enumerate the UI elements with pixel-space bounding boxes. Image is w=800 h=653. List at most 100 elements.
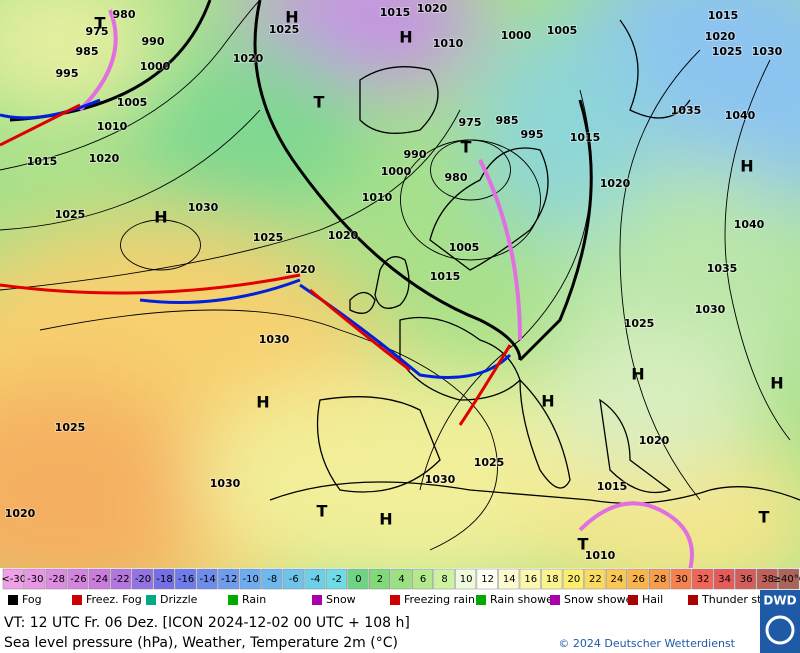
isobar-label: 1015 [570, 131, 601, 144]
colorbar-cell [24, 568, 46, 590]
colorbar-cell [67, 568, 89, 590]
colorbar-label: 30 [675, 574, 688, 585]
warm-front [0, 273, 301, 295]
legend-icon [228, 595, 238, 605]
isobar-label: 1020 [5, 507, 36, 520]
colorbar-cell [110, 568, 132, 590]
isobar-label: 1020 [233, 52, 264, 65]
colorbar-cell [45, 568, 67, 590]
legend-icon [628, 595, 638, 605]
colorbar-label: 18 [546, 574, 559, 585]
colorbar-cell [2, 568, 24, 590]
isobar-label: 1030 [752, 45, 783, 58]
isobar-label: 1025 [253, 231, 284, 244]
isobar-label: 1020 [600, 177, 631, 190]
isobar-label: 1020 [89, 152, 120, 165]
legend-label: Drizzle [160, 593, 198, 606]
pressure-center: H [770, 374, 783, 393]
colorbar-cell [131, 568, 154, 590]
isobar-label: 1000 [501, 29, 532, 42]
isobar-label: 1030 [425, 473, 456, 486]
colorbar-label: 2 [377, 574, 383, 585]
legend-icon [8, 595, 18, 605]
legend-label: Hail [642, 593, 663, 606]
legend-icon [688, 595, 698, 605]
colorbar-label: -28 [49, 574, 65, 585]
isobar-label: 1000 [140, 60, 171, 73]
temperature-field [0, 0, 800, 568]
isobar-label: 1020 [705, 30, 736, 43]
colorbar-cell [778, 568, 800, 590]
colorbar-label: -26 [70, 574, 86, 585]
colorbar-label: -12 [221, 574, 237, 585]
cold-front [0, 98, 101, 120]
colorbar-label: -6 [289, 574, 299, 585]
colorbar-label: -8 [267, 574, 277, 585]
isobar-label: 1030 [210, 477, 241, 490]
isobar-label: 1015 [380, 6, 411, 19]
pressure-center: H [154, 208, 167, 227]
warm-front [458, 344, 512, 426]
legend-label: Snow shower [564, 593, 637, 606]
colorbar-cell [304, 568, 326, 590]
description: Sea level pressure (hPa), Weather, Tempe… [4, 635, 398, 651]
colorbar-label: 20 [567, 574, 580, 585]
pressure-center: H [379, 510, 392, 529]
isobar-label: 1025 [55, 208, 86, 221]
isobar-label: 995 [521, 128, 544, 141]
isobar-label: 1020 [285, 263, 316, 276]
colorbar-label: 26 [632, 574, 645, 585]
colorbar-label: -10 [243, 574, 259, 585]
colorbar-label: 12 [481, 574, 494, 585]
copyright: © 2024 Deutscher Wetterdienst [558, 637, 735, 650]
map: 980 975 985 990 1000 995 1005 1010 1015 1020 1025 1… [0, 0, 800, 568]
warm-front [0, 103, 81, 147]
isobar-label: 1020 [639, 434, 670, 447]
colorbar-label: 34 [718, 574, 731, 585]
warm-front [309, 288, 411, 372]
colorbar-label: 10 [460, 574, 473, 585]
isobar-label: 975 [86, 25, 109, 38]
isobar-label: 1015 [430, 270, 461, 283]
isobar-label: 1010 [362, 191, 393, 204]
isobar-label: 1030 [188, 201, 219, 214]
legend-label: Rain shower [490, 593, 558, 606]
colorbar-cell [196, 568, 218, 590]
pressure-center: T [314, 93, 325, 112]
isobar-label: 980 [445, 171, 468, 184]
isobar-label: 1015 [597, 480, 628, 493]
legend-label: Freezing rain [404, 593, 475, 606]
pressure-center: H [285, 8, 298, 27]
isobar-label: 1035 [707, 262, 738, 275]
pressure-center: H [256, 393, 269, 412]
pressure-center: T [95, 14, 106, 33]
isobar-label: 1005 [117, 96, 148, 109]
legend-area: <-30 -30 -28 -26 -24 -22 -20 -18 -16 -14 -12 -10 -8-… [0, 568, 800, 653]
pressure-center: T [578, 535, 589, 554]
isobar-label: 1040 [734, 218, 765, 231]
legend-icon [146, 595, 156, 605]
colorbar-cell [282, 568, 304, 590]
colorbar-cell [713, 568, 735, 590]
isobar-label: 1025 [712, 45, 743, 58]
colorbar-cell [541, 568, 563, 590]
isobar-label: 1000 [381, 165, 412, 178]
isobar-label: 1005 [547, 24, 578, 37]
pressure-center: T [759, 508, 770, 527]
colorbar-cell [153, 568, 175, 590]
pressure-center: T [461, 138, 472, 157]
colorbar-label: -18 [156, 574, 172, 585]
colorbar-label: -14 [199, 574, 215, 585]
logo-text: DWD [763, 594, 796, 608]
colorbar-label: 0 [355, 574, 361, 585]
trough [518, 99, 593, 362]
legend-icon [312, 595, 322, 605]
colorbar-cell [390, 568, 412, 590]
occlusion [78, 9, 118, 112]
isobar-label: 985 [496, 114, 519, 127]
colorbar-label: -24 [92, 574, 108, 585]
trough [253, 0, 522, 361]
colorbar-cell [584, 568, 606, 590]
colorbar-label: 4 [398, 574, 404, 585]
